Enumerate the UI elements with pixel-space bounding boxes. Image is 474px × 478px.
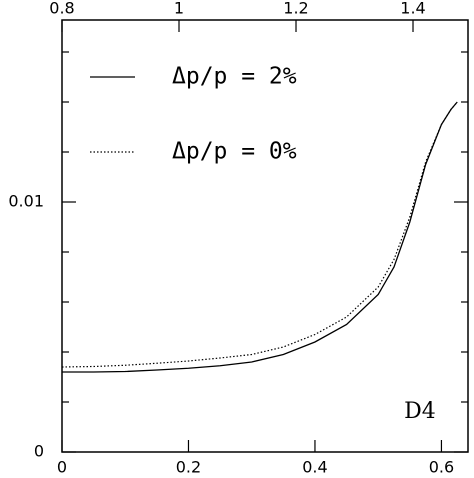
series-line [62, 101, 458, 373]
x2-tick-label: 0.8 [49, 0, 74, 18]
x2-tick-label: 1.2 [283, 0, 308, 18]
x-tick-label: 0.4 [302, 458, 327, 477]
annotation: D4 [404, 399, 436, 424]
series-line [61, 101, 458, 368]
x-tick-label: 0.2 [176, 458, 201, 477]
y-tick-label: 0.01 [8, 192, 44, 211]
y-tick-label: 0 [34, 442, 44, 461]
x-tick-label: 0 [57, 458, 67, 477]
legend-label: Δp/p = 0% [172, 139, 297, 165]
plot-frame [61, 19, 469, 453]
x2-tick-label: 1.4 [400, 0, 425, 18]
legend-label: Δp/p = 2% [172, 64, 297, 90]
x2-tick-label: 1 [174, 0, 184, 18]
x-tick-label: 0.6 [429, 458, 454, 477]
